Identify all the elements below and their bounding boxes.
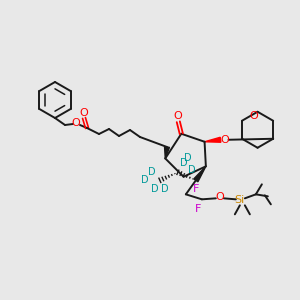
Text: D: D [148,167,156,177]
Text: F: F [193,184,199,194]
Text: O: O [72,118,80,128]
Text: D: D [184,153,192,163]
Text: O: O [215,192,224,202]
Text: D: D [161,184,169,194]
Text: O: O [173,111,182,121]
Polygon shape [194,166,206,182]
Text: D: D [141,175,149,185]
Polygon shape [164,147,169,158]
Text: O: O [220,135,229,145]
Text: O: O [80,108,88,118]
Text: F: F [195,204,201,214]
Text: D: D [188,165,196,175]
Polygon shape [205,137,221,142]
Text: D: D [180,158,188,168]
Text: Si: Si [235,195,245,205]
Text: D: D [151,184,159,194]
Text: O: O [249,111,258,121]
